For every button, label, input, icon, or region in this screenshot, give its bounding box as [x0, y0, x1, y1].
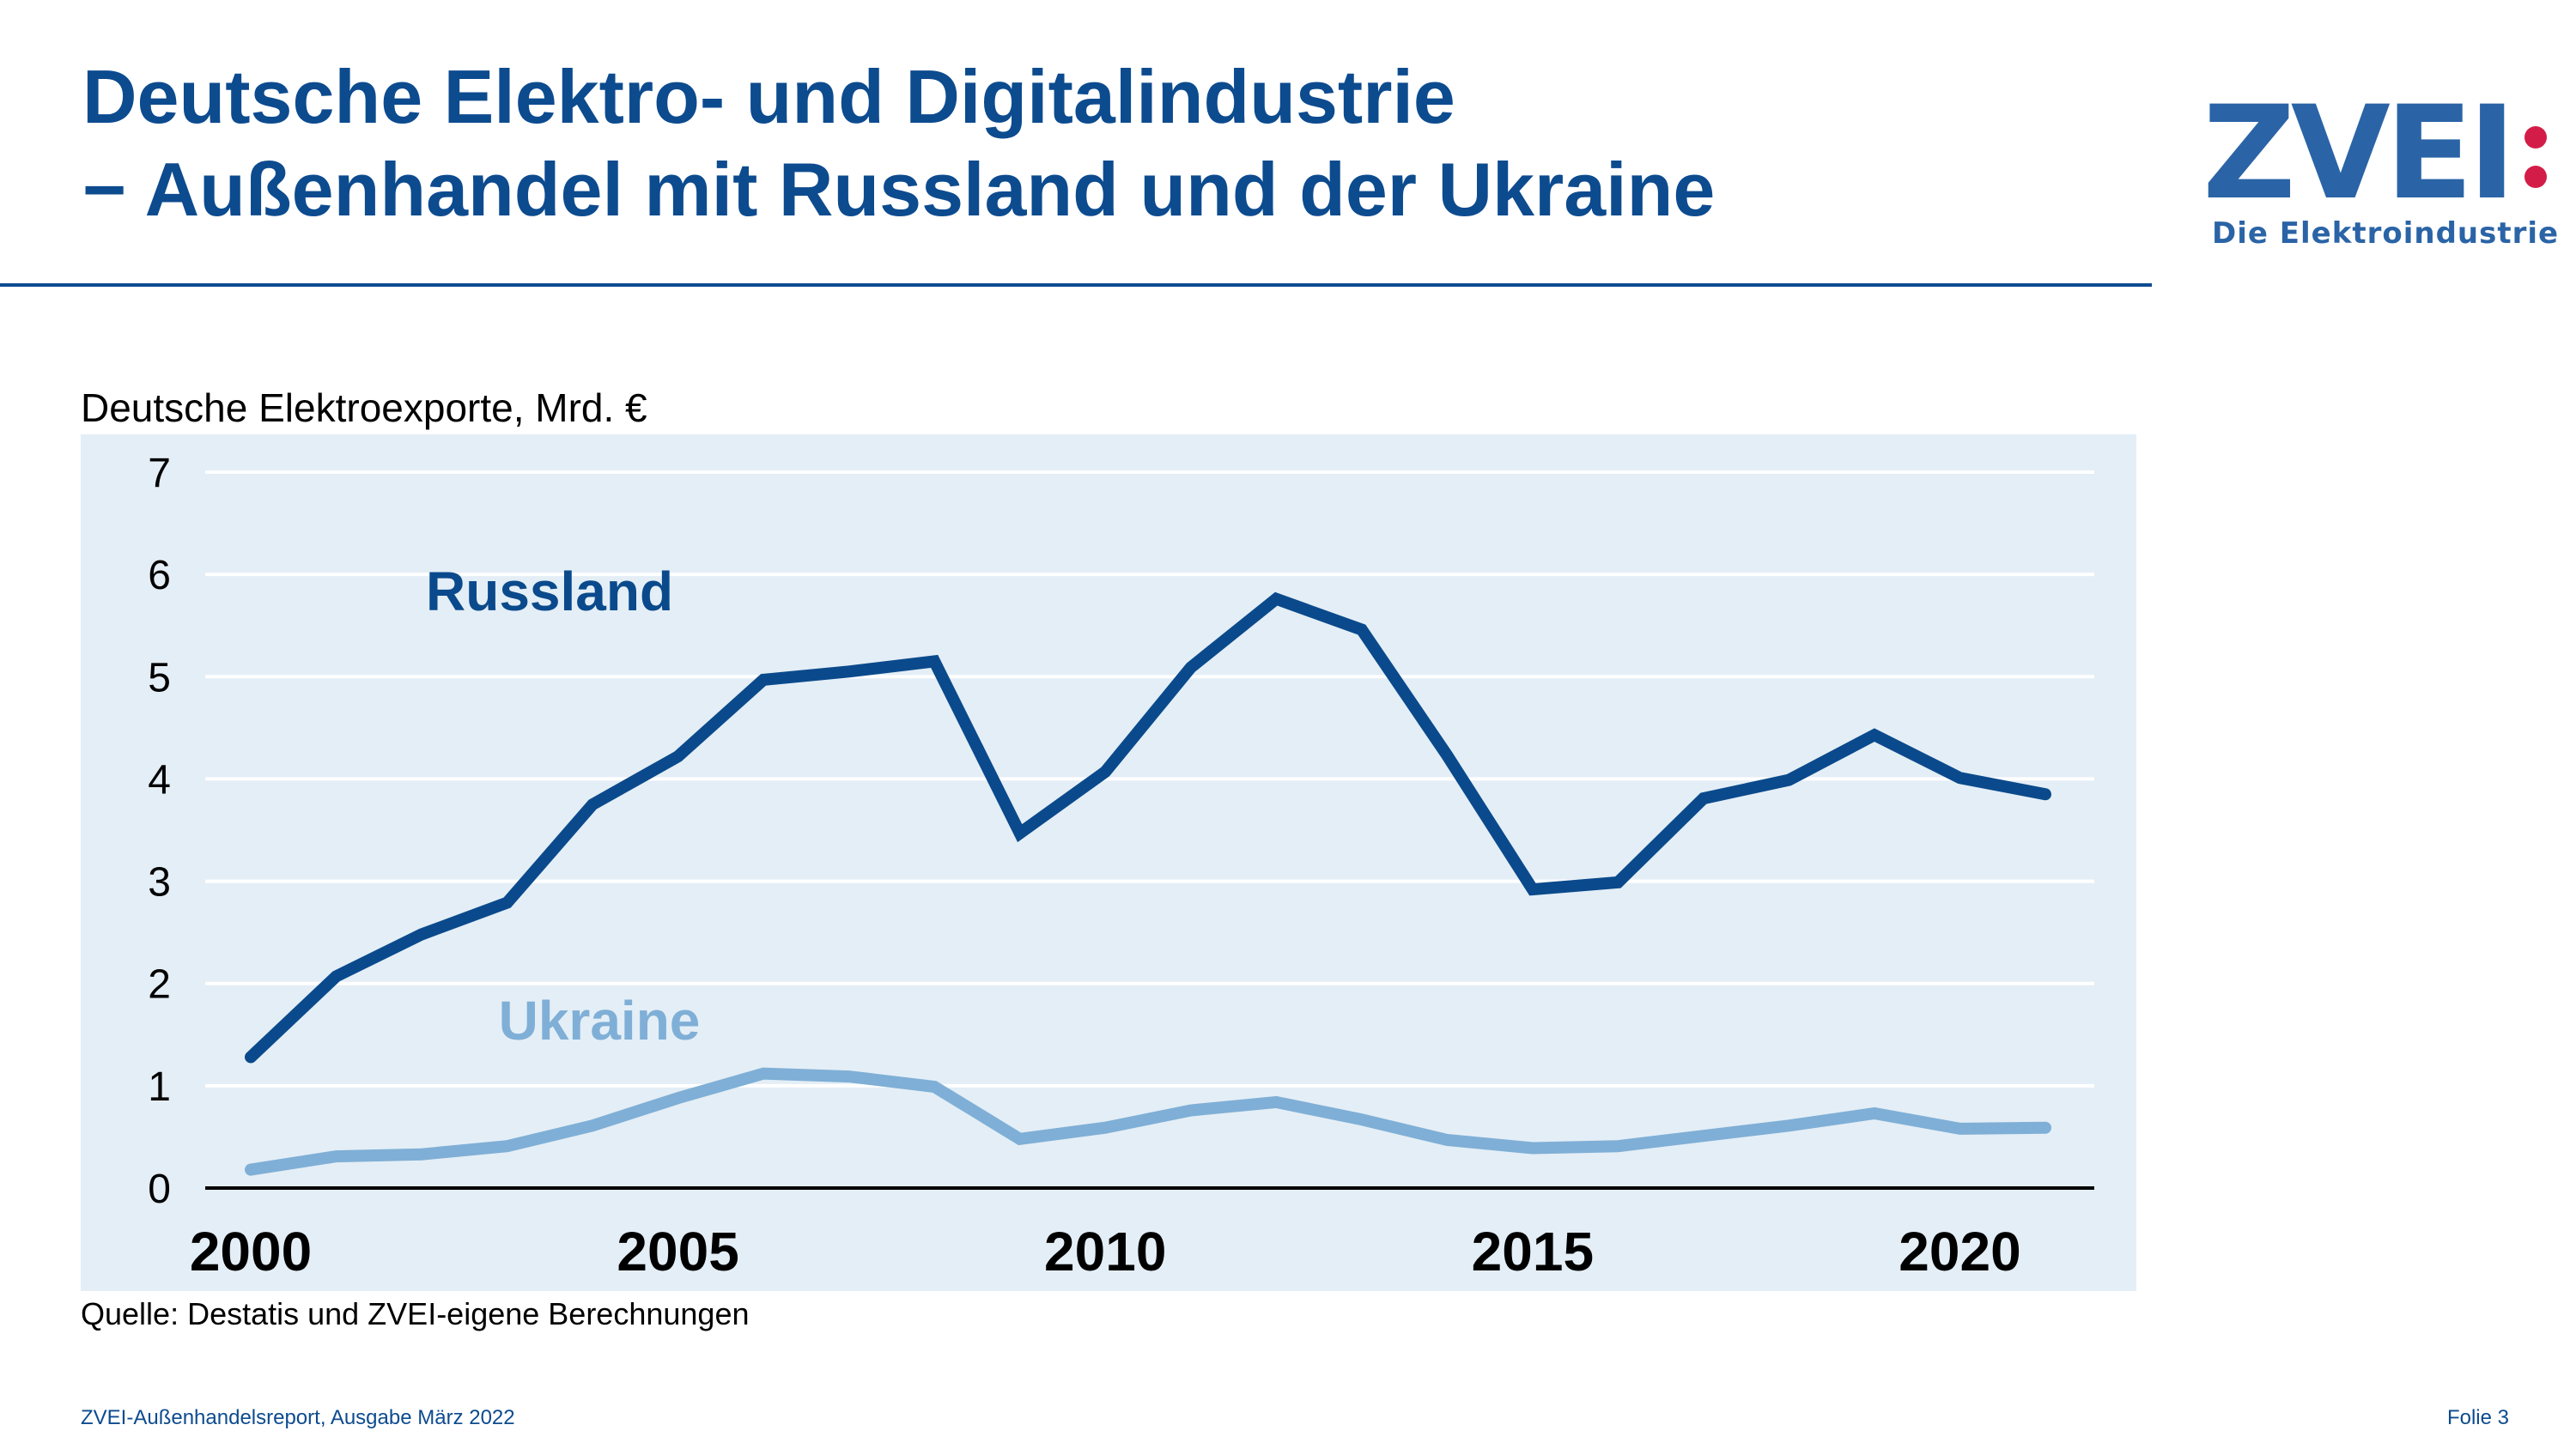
y-tick-label: 2	[148, 962, 171, 1008]
y-tick-label: 6	[148, 553, 171, 598]
chart-title: Deutsche Elektroexporte, Mrd. €	[81, 385, 647, 430]
footer-slide-number: Folie 3	[2446, 1406, 2509, 1429]
source-note: Quelle: Destatis und ZVEI-eigene Berechn…	[81, 1296, 750, 1331]
x-axis-ticks: 2000 2005 2010 2015 2020	[190, 1221, 2021, 1282]
logo-dot-top	[2524, 126, 2547, 149]
y-tick-label: 7	[148, 451, 171, 496]
chart-panel: 0 1 2 3 4 5 6 7 2000 2005 2010 2015 2020 Russland U…	[81, 434, 2136, 1291]
series-label-russland: Russland	[426, 561, 673, 622]
footer-publication: ZVEI-Außenhandelsreport, Ausgabe März 20…	[81, 1406, 515, 1429]
logo-dot-bottom	[2524, 166, 2547, 188]
x-tick-label: 2005	[617, 1221, 738, 1282]
header-divider	[0, 283, 2152, 287]
y-axis-ticks: 0 1 2 3 4 5 6 7	[148, 451, 171, 1212]
x-tick-label: 2000	[190, 1221, 312, 1282]
y-tick-label: 1	[148, 1064, 171, 1110]
y-tick-label: 3	[148, 860, 171, 906]
series-line-ukraine	[245, 1067, 2051, 1176]
logo-tagline: Die Elektroindustrie	[2212, 216, 2560, 251]
series-label-ukraine: Ukraine	[499, 990, 701, 1052]
series-line-russland	[245, 591, 2051, 1064]
x-tick-label: 2010	[1044, 1221, 1166, 1282]
x-tick-label: 2020	[1899, 1221, 2020, 1282]
y-tick-label: 4	[148, 757, 171, 803]
line-chart: 0 1 2 3 4 5 6 7 2000 2005 2010 2015 2020 Russland U…	[148, 451, 2094, 1282]
page-subtitle: − Außenhandel mit Russland und der Ukrai…	[82, 147, 1716, 232]
y-tick-label: 0	[148, 1167, 171, 1212]
logo-wordmark: ZVEI	[2202, 79, 2511, 228]
series-lines	[245, 591, 2051, 1176]
zvei-logo: ZVEI	[2202, 79, 2547, 228]
x-tick-label: 2015	[1472, 1221, 1594, 1282]
page-title: Deutsche Elektro- und Digitalindustrie	[82, 54, 1455, 139]
y-tick-label: 5	[148, 655, 171, 700]
